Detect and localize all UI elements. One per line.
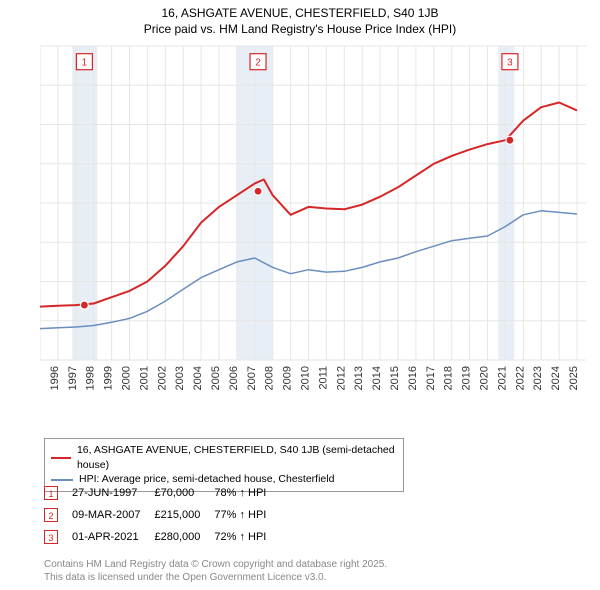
svg-text:1996: 1996 — [49, 366, 61, 390]
sale-price: £215,000 — [154, 504, 214, 526]
svg-text:2012: 2012 — [335, 366, 347, 390]
sale-pct: 72% ↑ HPI — [214, 526, 280, 548]
svg-text:2002: 2002 — [156, 366, 168, 390]
svg-text:2004: 2004 — [192, 366, 204, 390]
sale-row: 3 01-APR-2021£280,00072% ↑ HPI — [44, 526, 280, 548]
svg-text:2025: 2025 — [568, 366, 580, 390]
svg-text:2016: 2016 — [407, 366, 419, 390]
chart-svg: £0£50K£100K£150K£200K£250K£300K£350K£400… — [40, 42, 592, 400]
sale-marker-box: 1 — [44, 486, 58, 500]
svg-text:1995: 1995 — [40, 366, 43, 390]
svg-text:1: 1 — [82, 58, 88, 69]
svg-text:2020: 2020 — [479, 366, 491, 390]
chart-title-line1: 16, ASHGATE AVENUE, CHESTERFIELD, S40 1J… — [0, 0, 600, 22]
svg-text:1997: 1997 — [67, 366, 79, 390]
sale-date: 09-MAR-2007 — [72, 504, 154, 526]
footer-line1: Contains HM Land Registry data © Crown c… — [44, 558, 387, 571]
svg-text:2003: 2003 — [174, 366, 186, 390]
svg-text:2013: 2013 — [353, 366, 365, 390]
svg-text:2005: 2005 — [210, 366, 222, 390]
svg-text:2008: 2008 — [264, 366, 276, 390]
legend-label: 16, ASHGATE AVENUE, CHESTERFIELD, S40 1J… — [77, 443, 397, 472]
svg-text:2: 2 — [255, 58, 261, 69]
sale-row: 1 27-JUN-1997£70,00078% ↑ HPI — [44, 482, 280, 504]
svg-text:2001: 2001 — [138, 366, 150, 390]
legend-swatch — [51, 479, 73, 481]
svg-text:3: 3 — [507, 58, 513, 69]
sale-marker-box: 2 — [44, 508, 58, 522]
sale-price: £70,000 — [154, 482, 214, 504]
svg-text:2024: 2024 — [550, 366, 562, 390]
svg-text:2019: 2019 — [461, 366, 473, 390]
svg-text:2011: 2011 — [317, 366, 329, 390]
footer-line2: This data is licensed under the Open Gov… — [44, 571, 387, 584]
svg-text:2006: 2006 — [228, 366, 240, 390]
chart-title-line2: Price paid vs. HM Land Registry's House … — [0, 22, 600, 40]
svg-text:1999: 1999 — [103, 366, 115, 390]
svg-text:2017: 2017 — [425, 366, 437, 390]
svg-text:1998: 1998 — [85, 366, 97, 390]
sale-row: 2 09-MAR-2007£215,00077% ↑ HPI — [44, 504, 280, 526]
sale-pct: 78% ↑ HPI — [214, 482, 280, 504]
svg-text:2015: 2015 — [389, 366, 401, 390]
sales-table: 1 27-JUN-1997£70,00078% ↑ HPI 2 09-MAR-2007… — [44, 482, 280, 548]
svg-text:2018: 2018 — [443, 366, 455, 390]
svg-text:2000: 2000 — [121, 366, 133, 390]
legend-row: 16, ASHGATE AVENUE, CHESTERFIELD, S40 1J… — [51, 443, 397, 472]
sale-pct: 77% ↑ HPI — [214, 504, 280, 526]
sale-marker-box: 3 — [44, 530, 58, 544]
sale-date: 01-APR-2021 — [72, 526, 154, 548]
svg-text:2023: 2023 — [532, 366, 544, 390]
sale-date: 27-JUN-1997 — [72, 482, 154, 504]
legend-swatch — [51, 457, 71, 459]
footer-attribution: Contains HM Land Registry data © Crown c… — [44, 558, 387, 584]
chart-container: 16, ASHGATE AVENUE, CHESTERFIELD, S40 1J… — [0, 0, 600, 590]
chart-plot-area: £0£50K£100K£150K£200K£250K£300K£350K£400… — [40, 42, 592, 400]
svg-text:2022: 2022 — [514, 366, 526, 390]
svg-text:2021: 2021 — [496, 366, 508, 390]
svg-text:2010: 2010 — [300, 366, 312, 390]
svg-text:2009: 2009 — [282, 366, 294, 390]
sale-price: £280,000 — [154, 526, 214, 548]
svg-text:2007: 2007 — [246, 366, 258, 390]
svg-text:2014: 2014 — [371, 366, 383, 390]
